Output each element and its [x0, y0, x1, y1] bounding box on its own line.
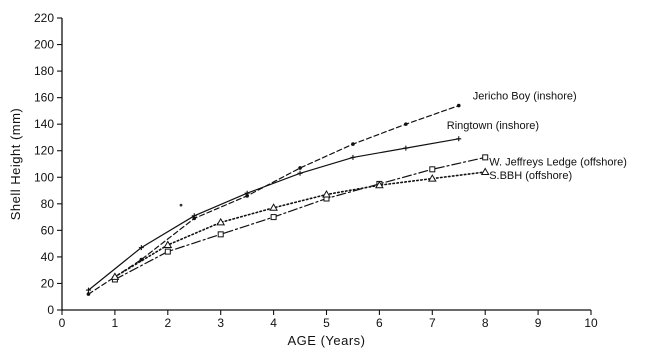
- x-tick-label: 7: [429, 316, 436, 330]
- x-tick-label: 8: [482, 316, 489, 330]
- data-point: [375, 180, 384, 189]
- series-line: [87, 138, 460, 291]
- series-labels: Jericho Boy (inshore) Ringtown (inshore) W…: [447, 91, 627, 182]
- data-point: [163, 240, 173, 248]
- x-tick-label: 2: [164, 316, 171, 330]
- series-label: Ringtown (inshore): [447, 120, 539, 132]
- series-label: W. Jeffreys Ledge (offshore): [489, 156, 627, 168]
- y-tick-label: 140: [34, 117, 54, 131]
- data-point: [480, 167, 490, 175]
- data-point: [110, 272, 120, 280]
- data-point: [456, 136, 462, 142]
- y-tick-label: 100: [34, 170, 54, 184]
- data-point: [297, 170, 303, 176]
- data-point: [192, 216, 197, 221]
- data-point: [270, 214, 277, 221]
- y-tick-label: 160: [34, 91, 54, 105]
- data-point: [86, 292, 91, 296]
- series-3: [110, 167, 490, 280]
- y-tick-label: 40: [41, 250, 55, 264]
- data-point: [322, 190, 331, 198]
- data-point: [427, 174, 437, 182]
- x-tick-label: 10: [584, 316, 598, 330]
- x-tick-label: 6: [376, 316, 383, 330]
- x-tick-label: 0: [59, 316, 66, 330]
- stray-point: [179, 203, 183, 207]
- series-0: [86, 103, 461, 296]
- y-tick-label: 180: [34, 64, 54, 78]
- y-tick-label: 60: [41, 223, 55, 237]
- data-point: [164, 248, 171, 255]
- y-tick-label: 120: [34, 144, 54, 158]
- y-tick-label: 200: [34, 38, 54, 52]
- series-line: [87, 104, 460, 295]
- y-tick-label: 80: [41, 197, 55, 211]
- x-tick-label: 5: [323, 316, 330, 330]
- series-label: S.BBH (offshore): [489, 170, 572, 182]
- data-point: [404, 122, 408, 126]
- y-tick-label: 220: [34, 11, 54, 25]
- series-label: Jericho Boy (inshore): [473, 91, 577, 103]
- data-point: [191, 213, 197, 219]
- data-point: [350, 154, 356, 160]
- data-point: [351, 142, 355, 146]
- y-ticks: 0 20 40 60 80 100 120 140 160 180 200 220: [34, 11, 62, 317]
- data-point: [298, 166, 302, 170]
- data-point: [244, 190, 250, 196]
- data-point: [85, 287, 91, 293]
- y-tick-label: 0: [47, 303, 54, 317]
- data-point: [245, 194, 249, 198]
- series-layer: [85, 103, 490, 296]
- data-point: [138, 245, 144, 251]
- data-point: [456, 103, 461, 108]
- x-tick-label: 9: [535, 316, 542, 330]
- series-1: [85, 136, 462, 293]
- data-point: [403, 145, 409, 151]
- x-tick-label: 1: [112, 316, 119, 330]
- data-point: [217, 231, 224, 238]
- y-tick-label: 20: [41, 276, 55, 290]
- x-axis-title: AGE (Years): [288, 333, 366, 348]
- data-point: [482, 154, 489, 161]
- x-tick-label: 4: [270, 316, 277, 330]
- series-line: [114, 156, 486, 281]
- series-line: [114, 171, 487, 278]
- x-ticks: 0 1 2 3 4 5 6 7 8 9 10: [59, 310, 598, 330]
- data-point: [429, 166, 436, 173]
- data-point: [269, 203, 278, 211]
- x-tick-label: 3: [217, 316, 224, 330]
- y-axis-title: Shell Height (mm): [8, 108, 23, 221]
- data-point: [216, 217, 226, 226]
